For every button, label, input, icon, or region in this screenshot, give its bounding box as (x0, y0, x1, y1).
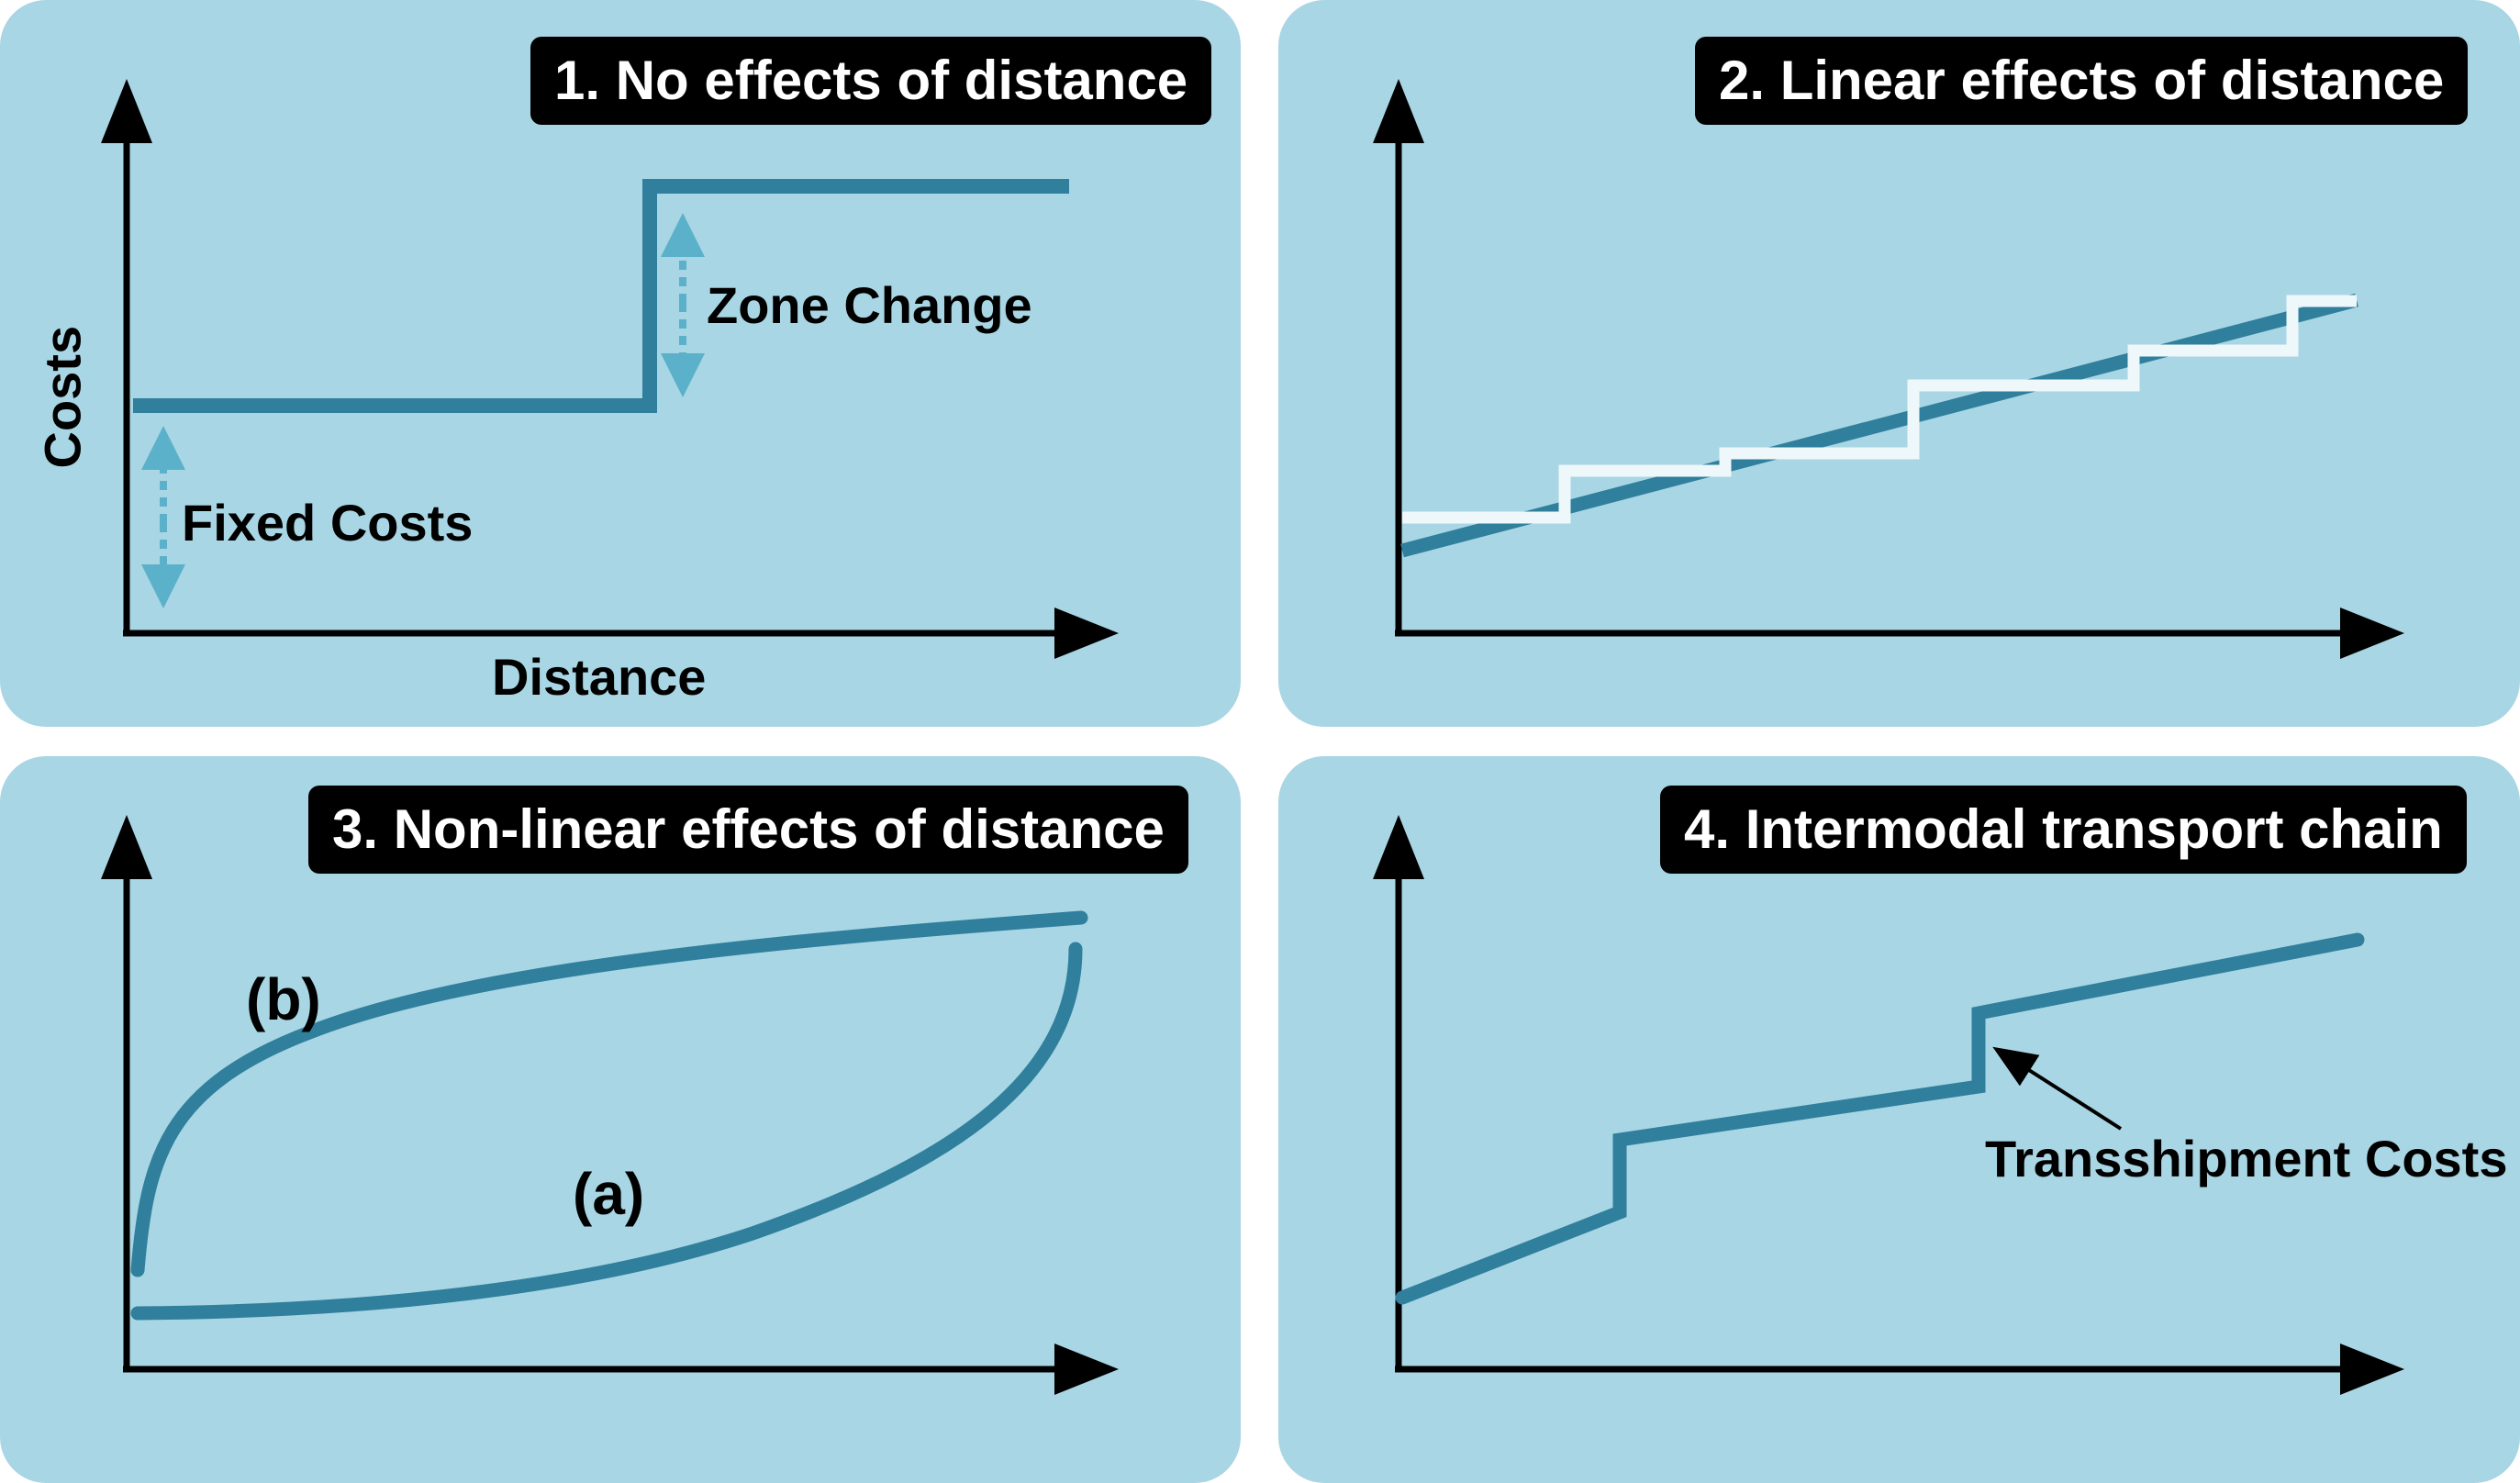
panel-2-graph (1373, 79, 2404, 659)
panel-no-effects: 1. No effects of distance Zone Change Fi… (0, 0, 1241, 727)
cost-line (133, 179, 1069, 413)
zone-change-label: Zone Change (707, 276, 1032, 334)
panel-3-title: 3. Non-linear effects of distance (308, 786, 1188, 874)
panel-4-graph (1373, 815, 2404, 1395)
curve-a-label: (a) (573, 1161, 645, 1227)
panel-3-graph (101, 815, 1119, 1395)
y-axis-label: Costs (33, 325, 92, 469)
panel-1-graph (101, 79, 1119, 659)
panel-linear-effects: 2. Linear effects of distance (1278, 0, 2520, 727)
panel-intermodal: 4. Intermodal transport chain Transshipm… (1278, 756, 2520, 1483)
step-cost-line (1402, 295, 2357, 524)
panel-4-title: 4. Intermodal transport chain (1660, 786, 2467, 874)
x-axis-label: Distance (492, 648, 707, 706)
transshipment-pointer-arrow (1992, 1046, 2123, 1131)
panel-1-title: 1. No effects of distance (530, 37, 1212, 125)
fixed-costs-label: Fixed Costs (182, 494, 474, 552)
curve-b (130, 910, 1088, 1277)
transshipment-costs-label: Transshipment Costs (1985, 1130, 2508, 1188)
intermodal-cost-line (1395, 932, 2365, 1305)
panel-nonlinear-effects: 3. Non-linear effects of distance (b) (a… (0, 756, 1241, 1483)
curve-a (130, 942, 1083, 1321)
panel-2-title: 2. Linear effects of distance (1695, 37, 2469, 125)
curve-b-label: (b) (246, 966, 321, 1032)
